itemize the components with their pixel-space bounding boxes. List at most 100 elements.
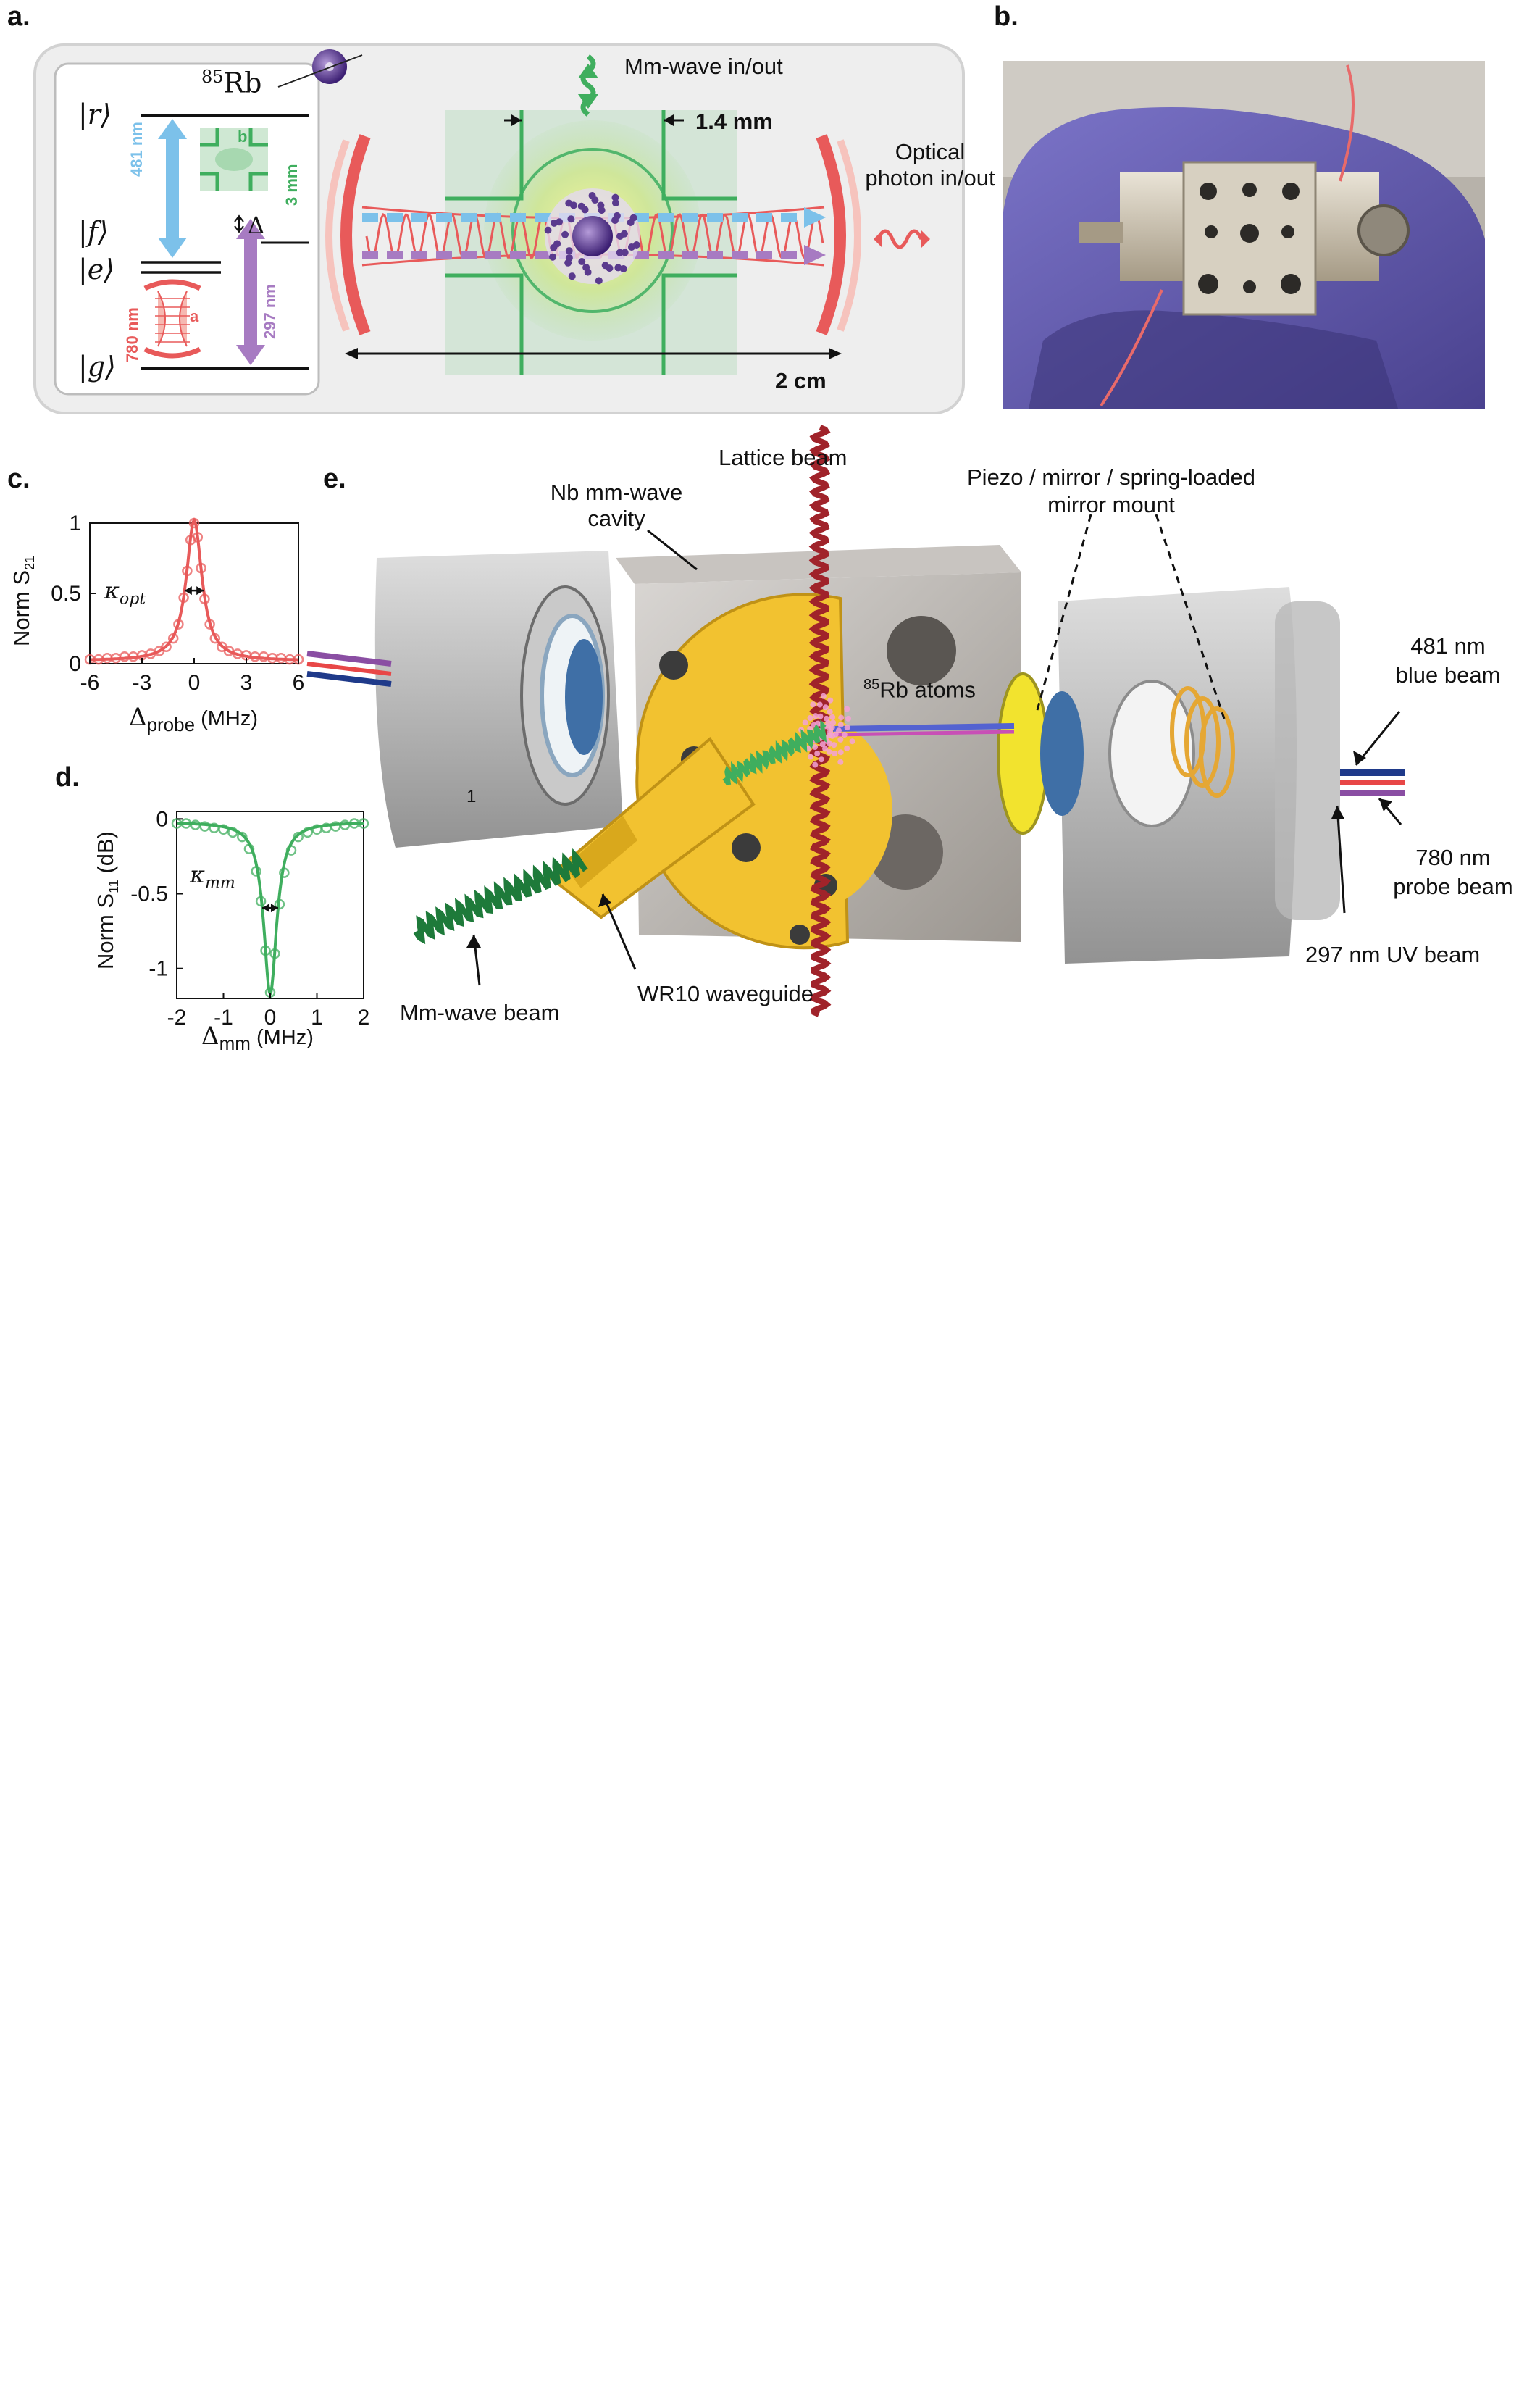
wl-481-label: 481 nm [127,122,146,177]
chart-d-point [279,867,290,878]
panel-label-a: a. [7,1,30,32]
state-f-label: |f⟩ [78,216,109,248]
mini-mmwave-cavity-b [200,128,268,191]
panel-label-e: e. [323,464,346,494]
arrowhead-297-bottom [236,345,265,365]
mirror-left-glow [325,139,350,332]
rb-atom-dot [844,725,850,731]
chart-d-kappa-symbol: κ [190,861,205,888]
atom-dot [632,241,640,249]
chart-d-xlabel-symbol: Δ [201,1022,219,1051]
length-label: 2 cm [775,368,827,393]
left-beam-purple [306,651,392,667]
rb-atom-dot [810,701,816,708]
chart-d-point [243,843,255,854]
chart-d-xtick-label: -1 [214,1006,233,1030]
arrowhead-297-top [236,219,265,239]
chart-c-ytick-label: 0.5 [51,582,81,606]
rb-atom-dot [829,714,836,720]
rb-atom-dot [812,713,819,719]
rb-atom-dot [829,724,835,730]
rb-atoms-label: 85Rb atoms [863,677,976,703]
chart-d-kappa-sub: mm [204,874,235,893]
rb-atom-dot [844,706,850,712]
rb-atom-dot [814,751,821,757]
rb-atom-dot [837,722,844,728]
chart-d-ylabel-text: Norm S [93,893,118,969]
state-g-label: |g⟩ [78,351,116,383]
photo-wire-bottom [1100,289,1163,407]
chart-c-ytick-label: 1 [69,512,81,535]
chart-c: -6 -3 0 3 6 0 0.5 1 [51,512,304,695]
right-mount-cap [1275,601,1340,920]
waveguide-label: WR10 waveguide [637,981,813,1006]
chart-c-xtick-label: -6 [80,671,100,695]
chart-c-point [192,532,204,543]
atom-dot [629,214,637,222]
beam-481-head [804,207,826,228]
chart-c-xtick-label: 6 [293,671,305,695]
width-arrowhead-left [511,114,522,126]
chart-d-ylabel: Norm S11 (dB) [93,831,122,969]
atom-dot [567,215,575,223]
mmwave-beam-label: Mm-wave beam [400,1000,560,1025]
detuning-arrow [234,214,244,233]
rb-atom-dot [826,733,832,739]
chart-d-point [358,818,369,829]
chart-d-point [227,827,238,838]
chart-c-point [196,562,206,574]
wl-297-label: 297 nm [261,284,279,339]
chart-d-ytick-label: -0.5 [130,882,168,906]
rb-atom-dot [841,732,848,738]
rb-atom-dot [827,697,834,704]
state-r-label: |r⟩ [78,99,112,130]
atom-dot [595,277,603,285]
chart-d-ytick-label: -1 [148,957,168,981]
chart-d-xlabel: Δmm (MHz) [201,1022,314,1055]
photo-end-screw [1357,204,1410,256]
rb-atom-dot [816,701,823,708]
chart-c-xtick-label: 3 [240,671,253,695]
mm-field-contour [511,148,674,313]
rb-atom-dot [812,744,819,751]
atom-dot [619,264,627,272]
atom-dot [564,259,572,267]
chart-d-frame [176,811,364,999]
rb-atom-dot [837,759,844,765]
length-arrowhead-right [829,348,842,359]
chart-c-kappa: κopt [104,577,146,608]
mirror-right [816,134,846,335]
rb-atom-dot [812,761,819,768]
rb-atom-dot [849,738,855,745]
detuning-label: Δ [248,212,265,239]
atom-dot [621,249,629,256]
chart-c-xtick-label: -3 [133,671,152,695]
rb-atom-dot [822,746,829,752]
mirror-right-glow [837,139,861,332]
atom-dot [577,202,585,210]
mm-cavity-walls [445,110,737,375]
photo-left-post [1079,222,1123,243]
left-mirror [565,639,603,755]
rb-atom-dot [817,713,824,719]
panel-label-c: c. [7,464,30,494]
chart-c-point [209,633,221,644]
chart-c-point [199,593,210,605]
rydberg-atom [572,216,613,256]
right-mount-ring [1108,680,1195,827]
beam-297-head [804,245,826,265]
mirror-left [340,134,371,335]
chart-d-point [302,827,313,838]
wl-780-label: 780 nm [123,307,141,362]
atom-dot [606,264,614,272]
mmwave-beam [413,848,588,945]
atom-dot [551,219,558,227]
right-mirror [1040,691,1084,816]
atom-cloud-dots [544,192,640,285]
chart-c-linewidth-head-left [184,586,192,596]
chart-c-xlabel-symbol: Δ [129,703,147,732]
atom-dot [550,243,558,251]
cavity-beam-pink [832,730,1015,737]
left-beam-blue [306,671,392,687]
